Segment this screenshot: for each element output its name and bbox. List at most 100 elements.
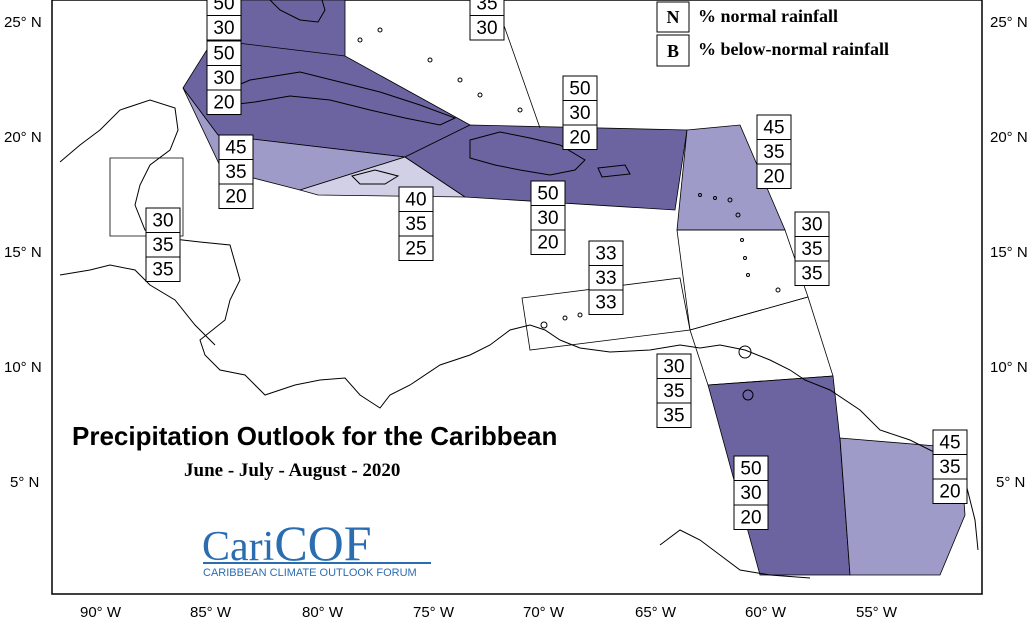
prob-cell	[398, 186, 434, 212]
prob-cell	[756, 163, 792, 189]
prob-value: 30	[476, 18, 497, 39]
lon-label: 90° W	[80, 604, 122, 621]
legend-key-box-b	[656, 34, 690, 67]
lat-label-left: 5° N	[10, 474, 39, 491]
prob-value: 35	[152, 235, 173, 256]
prob-cell	[398, 235, 434, 261]
prob-cell	[733, 455, 769, 481]
prob-value: 30	[740, 483, 761, 504]
logo-tagline: CARIBBEAN CLIMATE OUTLOOK FORUM	[203, 567, 417, 579]
map-subtitle: June - July - August - 2020	[184, 460, 400, 481]
lat-label-right: 15° N	[990, 244, 1028, 261]
prob-cell	[656, 378, 692, 404]
coastline-south-america	[659, 529, 811, 579]
prob-value: 30	[537, 208, 558, 229]
coastline-cuba	[213, 71, 457, 126]
prob-value: 50	[537, 184, 558, 205]
prob-cell	[656, 402, 692, 428]
prob-value: 20	[740, 508, 761, 529]
prob-value: 45	[763, 118, 784, 139]
prob-cell	[588, 240, 624, 266]
lon-label: 70° W	[523, 604, 565, 621]
lat-label-right: 20° N	[990, 129, 1028, 146]
lon-label: 80° W	[302, 604, 344, 621]
prob-cell	[794, 236, 830, 262]
coastline-yucatan-central-america	[59, 99, 979, 551]
prob-box-southern-hispaniola: 50 30 20	[530, 180, 566, 255]
prob-value: 33	[595, 244, 616, 265]
prob-value: 20	[225, 187, 246, 208]
prob-value: 35	[225, 162, 246, 183]
prob-cell	[794, 260, 830, 286]
prob-value: 30	[663, 357, 684, 378]
legend-key-n: N	[667, 7, 680, 27]
lon-label: 55° W	[856, 604, 898, 621]
region-hispaniola	[404, 124, 688, 211]
prob-box-cayman: 45 35 20	[218, 134, 254, 209]
prob-value: 20	[569, 128, 590, 149]
prob-value: 30	[213, 18, 234, 39]
prob-value: 35	[405, 214, 426, 235]
prob-value: 45	[939, 433, 960, 454]
prob-cell	[530, 229, 566, 255]
prob-cell	[469, 15, 505, 41]
prob-value: 40	[405, 190, 426, 211]
coastline-florida	[269, 0, 326, 23]
prob-value: 35	[476, 0, 497, 15]
prob-cell	[932, 429, 968, 455]
lat-label-right: 25° N	[990, 14, 1028, 31]
prob-box-trinidad: 30 35 35	[656, 353, 692, 428]
legend: N % normal rainfall B % below-normal rai…	[656, 1, 889, 67]
prob-value: 33	[595, 268, 616, 289]
prob-value: 50	[213, 0, 234, 15]
prob-cell	[588, 265, 624, 291]
prob-cell	[733, 504, 769, 530]
prob-box-aruba-curacao: 33 33 33	[588, 240, 624, 315]
prob-box-jamaica: 40 35 25	[398, 186, 434, 261]
prob-value: 20	[213, 93, 234, 114]
prob-cell	[145, 256, 181, 282]
region-trinidad	[689, 296, 834, 386]
map-frame	[51, 0, 983, 595]
prob-cell	[794, 211, 830, 237]
small-islands	[357, 27, 781, 401]
coastline-puerto-rico	[597, 164, 631, 178]
prob-cell	[145, 207, 181, 233]
prob-cell	[562, 75, 598, 101]
probability-boxes: 5030203530503020453520403525303535503020…	[145, 0, 968, 530]
latitude-labels: 25° N 20° N 15° N 10° N 5° N 25° N 20° N…	[4, 14, 1028, 491]
lat-label-left: 20° N	[4, 129, 42, 146]
logo-rule	[203, 562, 431, 564]
lon-label: 60° W	[745, 604, 787, 621]
prob-value: 35	[663, 406, 684, 427]
region-guyana	[707, 375, 851, 576]
prob-cell	[932, 478, 968, 504]
prob-cell	[756, 139, 792, 165]
prob-cell	[562, 124, 598, 150]
lon-label: 75° W	[413, 604, 455, 621]
lat-label-left: 25° N	[4, 14, 42, 31]
prob-value: 33	[595, 293, 616, 314]
prob-box-suriname-french-guiana: 45 35 20	[932, 429, 968, 504]
lon-label: 85° W	[190, 604, 232, 621]
prob-value: 30	[152, 211, 173, 232]
prob-cell	[206, 40, 242, 66]
coastlines	[59, 0, 979, 579]
coastline-mexico-west	[59, 264, 216, 346]
map-title: Precipitation Outlook for the Caribbean	[72, 421, 557, 451]
prob-value: 50	[213, 44, 234, 65]
prob-value: 30	[213, 68, 234, 89]
prob-value: 35	[152, 260, 173, 281]
lat-label-right: 5° N	[996, 474, 1025, 491]
prob-value: 45	[225, 138, 246, 159]
prob-cell	[218, 183, 254, 209]
prob-box-cuba: 50 30 20	[206, 40, 242, 115]
longitude-labels: 90° W 85° W 80° W 75° W 70° W 65° W 60° …	[80, 604, 898, 621]
prob-value: 25	[405, 239, 426, 260]
prob-box-belize: 30 35 35	[145, 207, 181, 282]
coastline-hispaniola	[469, 131, 586, 176]
prob-value: 30	[801, 215, 822, 236]
prob-value: 35	[939, 457, 960, 478]
